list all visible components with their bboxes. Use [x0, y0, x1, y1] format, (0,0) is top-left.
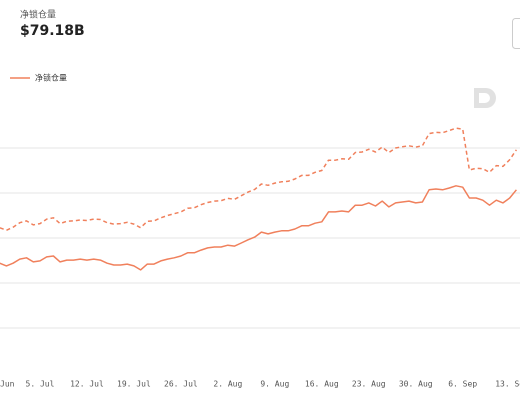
metric-value: $79.18B	[20, 23, 85, 39]
x-tick-label: 2. Aug	[213, 380, 242, 389]
x-tick-label: 23. Aug	[352, 380, 386, 389]
x-tick-label: Jun	[0, 380, 15, 389]
x-tick-label: 6. Sep	[448, 380, 477, 389]
series-line	[0, 128, 516, 230]
x-tick-label: 16. Aug	[305, 380, 339, 389]
x-tick-label: 12. Jul	[70, 380, 104, 389]
menu-button[interactable]	[513, 19, 520, 49]
x-tick-label: 5. Jul	[26, 380, 55, 389]
legend-label: 净锁仓量	[35, 73, 67, 83]
x-tick-label: 9. Aug	[260, 380, 289, 389]
x-tick-label: 19. Jul	[117, 380, 151, 389]
x-tick-label: 30. Aug	[399, 380, 433, 389]
series-line	[0, 186, 516, 270]
watermark-logo	[474, 88, 496, 108]
x-tick-label: 26. Jul	[164, 380, 198, 389]
metric-label: 净锁仓量	[20, 9, 56, 21]
x-tick-label: 13. Se	[495, 380, 520, 389]
